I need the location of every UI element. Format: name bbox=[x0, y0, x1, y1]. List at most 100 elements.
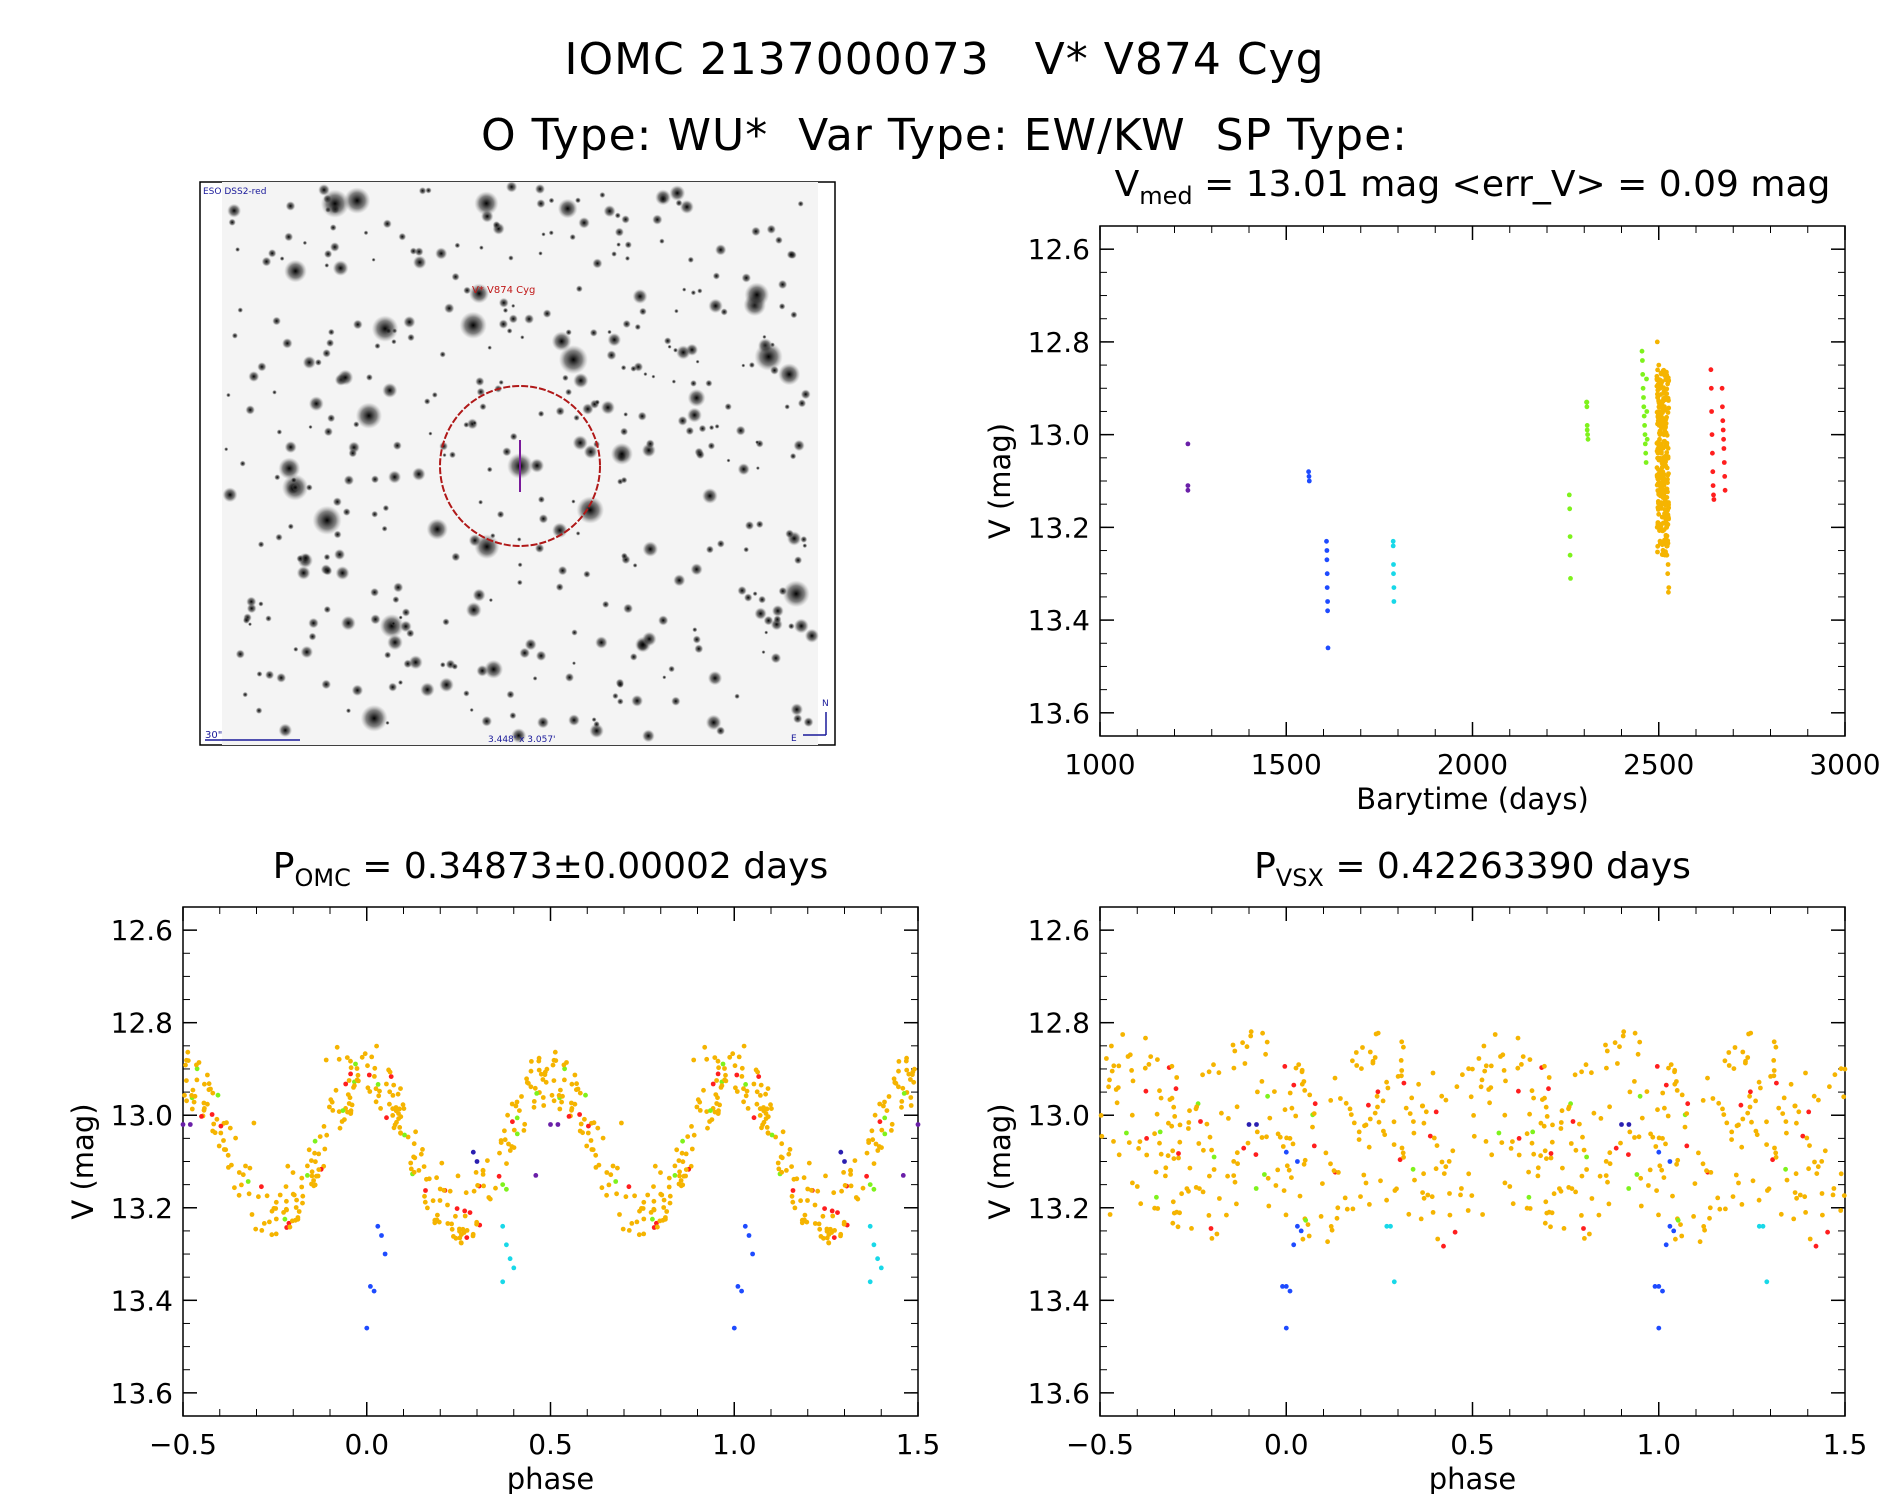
phase-vsx-point bbox=[1544, 1156, 1549, 1161]
star bbox=[716, 539, 725, 548]
phase-vsx-point bbox=[1708, 1170, 1714, 1175]
phase-vsx-point bbox=[1471, 1133, 1477, 1139]
phase-vsx-point bbox=[1375, 1089, 1381, 1095]
phase-omc-point bbox=[889, 1121, 895, 1127]
phase-omc-plot: POMC = 0.34873±0.00002 days12.612.813.01… bbox=[66, 846, 940, 1494]
star bbox=[478, 499, 484, 505]
star bbox=[296, 566, 311, 580]
phase-omc-point bbox=[224, 1120, 229, 1126]
phase-vsx-point bbox=[1784, 1130, 1789, 1136]
phase-omc-point bbox=[586, 1123, 591, 1129]
star bbox=[659, 238, 665, 244]
phase-omc-point bbox=[664, 1209, 670, 1214]
star bbox=[343, 475, 355, 486]
phase-vsx-point bbox=[1792, 1190, 1798, 1195]
star bbox=[639, 307, 647, 316]
phase-omc-point bbox=[233, 1135, 239, 1141]
phase-vsx-point bbox=[1318, 1214, 1324, 1219]
phase-vsx-point bbox=[1793, 1171, 1799, 1177]
phase-omc-point bbox=[201, 1100, 207, 1106]
phase-omc-point bbox=[247, 1165, 253, 1171]
lightcurve-point bbox=[1657, 404, 1663, 410]
star bbox=[735, 425, 746, 436]
phase-omc-point bbox=[183, 1062, 188, 1068]
phase-vsx-point bbox=[1466, 1066, 1471, 1072]
star bbox=[575, 285, 583, 293]
lightcurve-point bbox=[1644, 376, 1649, 382]
lightcurve-point bbox=[1656, 362, 1662, 368]
phase-vsx-point bbox=[1502, 1112, 1508, 1118]
phase-vsx-point bbox=[1113, 1087, 1119, 1092]
phase-omc-point bbox=[591, 1120, 597, 1126]
phase-vsx-point bbox=[1209, 1236, 1215, 1241]
target-circle bbox=[439, 385, 601, 547]
phase-vsx-point bbox=[1671, 1228, 1677, 1234]
phase-vsx-point bbox=[1200, 1072, 1205, 1078]
phase-omc-point bbox=[595, 1125, 601, 1131]
phase-omc-point bbox=[344, 1055, 350, 1060]
phase-vsx-point bbox=[1111, 1139, 1116, 1144]
phase-omc-point bbox=[474, 1159, 480, 1164]
phase-omc-point bbox=[731, 1325, 737, 1331]
star bbox=[506, 690, 515, 699]
lightcurve-point bbox=[1662, 373, 1668, 378]
phase-omc-point bbox=[712, 1109, 718, 1115]
phase-vsx-point bbox=[1433, 1109, 1439, 1115]
phase-omc-point bbox=[550, 1062, 556, 1068]
phase-omc-point bbox=[787, 1147, 793, 1152]
phase-omc-point bbox=[574, 1081, 579, 1087]
phase-vsx-point bbox=[1756, 1197, 1762, 1203]
phase-vsx-point bbox=[1158, 1095, 1164, 1101]
phase-vsx-point bbox=[1542, 1063, 1547, 1069]
phase-vsx-point bbox=[1166, 1120, 1171, 1126]
phase-omc-point bbox=[739, 1288, 744, 1294]
phase-omc-point bbox=[507, 1148, 513, 1153]
phase-vsx-point bbox=[1705, 1075, 1710, 1081]
phase-omc-point bbox=[790, 1188, 796, 1193]
phase-vsx-point bbox=[1766, 1186, 1772, 1192]
phase-vsx-point bbox=[1756, 1079, 1762, 1085]
phase-omc-point bbox=[641, 1216, 647, 1222]
phase-vsx-point bbox=[1652, 1284, 1658, 1289]
phase-vsx-point bbox=[1230, 1042, 1236, 1048]
star bbox=[642, 631, 657, 647]
lightcurve-point bbox=[1665, 480, 1670, 486]
star bbox=[465, 602, 482, 618]
phase-omc-point bbox=[574, 1087, 579, 1093]
phase-vsx-point bbox=[1158, 1151, 1164, 1157]
phase-omc-point bbox=[679, 1150, 685, 1156]
star bbox=[284, 441, 297, 454]
phase-omc-point bbox=[445, 1221, 451, 1226]
phase-omc-point bbox=[681, 1173, 687, 1179]
phase-omc-point bbox=[253, 1226, 259, 1232]
phase-vsx-point bbox=[1193, 1185, 1199, 1190]
x-tick-label: 3000 bbox=[1809, 748, 1880, 781]
phase-omc-point bbox=[815, 1188, 821, 1194]
phase-omc-point bbox=[829, 1208, 835, 1214]
phase-omc-point bbox=[323, 1057, 329, 1063]
phase-vsx-point bbox=[1224, 1212, 1229, 1218]
phase-omc-point bbox=[583, 1092, 588, 1098]
phase-vsx-point bbox=[1720, 1106, 1725, 1112]
phase-vsx-point bbox=[1284, 1163, 1290, 1169]
star bbox=[737, 585, 747, 596]
phase-vsx-point bbox=[1551, 1191, 1557, 1197]
y-tick-label: 13.0 bbox=[1028, 419, 1090, 452]
phase-vsx-point bbox=[1380, 1098, 1386, 1104]
phase-omc-point bbox=[337, 1125, 343, 1131]
phase-omc-point bbox=[300, 1193, 306, 1199]
phase-vsx-point bbox=[1111, 1063, 1117, 1069]
star bbox=[705, 379, 713, 387]
phase-omc-point bbox=[717, 1102, 722, 1108]
phase-omc-point bbox=[473, 1170, 479, 1175]
field-size-label: 3.448' x 3.057' bbox=[488, 735, 556, 745]
phase-omc-point bbox=[511, 1145, 517, 1150]
star bbox=[589, 723, 604, 739]
phase-vsx-point bbox=[1196, 1141, 1202, 1146]
phase-vsx-point bbox=[1356, 1137, 1362, 1142]
phase-omc-point bbox=[552, 1049, 558, 1055]
star bbox=[620, 427, 629, 436]
star bbox=[741, 363, 746, 368]
phase-vsx-point bbox=[1169, 1095, 1175, 1101]
phase-vsx-point bbox=[1579, 1173, 1585, 1179]
